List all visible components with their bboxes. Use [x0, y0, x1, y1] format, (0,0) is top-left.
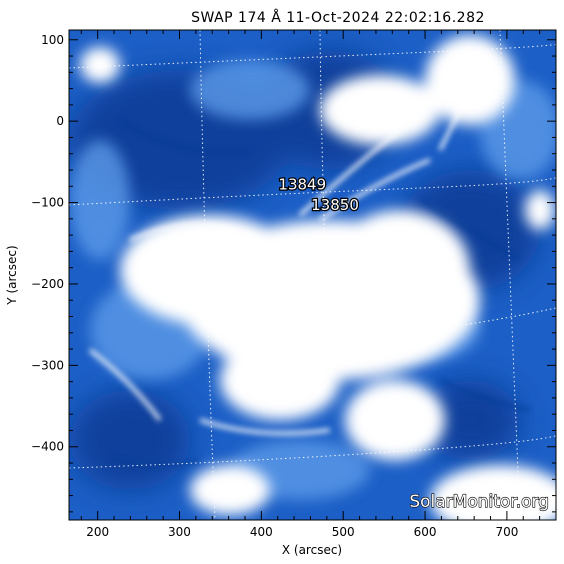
x-tick-label: 700	[495, 525, 518, 539]
x-axis-label: X (arcsec)	[282, 543, 342, 557]
active-region-13850-label: 13850	[311, 196, 359, 214]
plot-frame	[68, 29, 557, 521]
active-region-13849-label: 13849	[278, 176, 326, 194]
y-tick-label: −200	[31, 277, 64, 291]
active-region-labels: 13849 13850	[277, 174, 360, 215]
solarmonitor-watermark: SolarMonitor.org	[409, 492, 549, 512]
map-title: SWAP 174 Å 11-Oct-2024 22:02:16.282	[191, 9, 485, 26]
y-tick-label: −100	[31, 196, 64, 210]
y-axis-ticks: 100 0 −100 −200 −300 −400	[31, 33, 556, 513]
y-axis-label: Y (arcsec)	[5, 245, 19, 305]
x-axis-ticks: 200 300 400 500 600 700	[80, 30, 557, 539]
x-tick-label: 500	[332, 525, 355, 539]
x-tick-label: 400	[250, 525, 273, 539]
y-tick-label: −400	[31, 440, 64, 454]
euv-image	[69, 30, 556, 520]
y-tick-label: 100	[41, 33, 64, 47]
x-tick-label: 600	[414, 525, 437, 539]
x-tick-label: 300	[168, 525, 191, 539]
y-tick-label: 0	[56, 114, 64, 128]
y-tick-label: −300	[31, 358, 64, 372]
heliographic-grid	[69, 30, 556, 520]
x-tick-label: 200	[86, 525, 109, 539]
